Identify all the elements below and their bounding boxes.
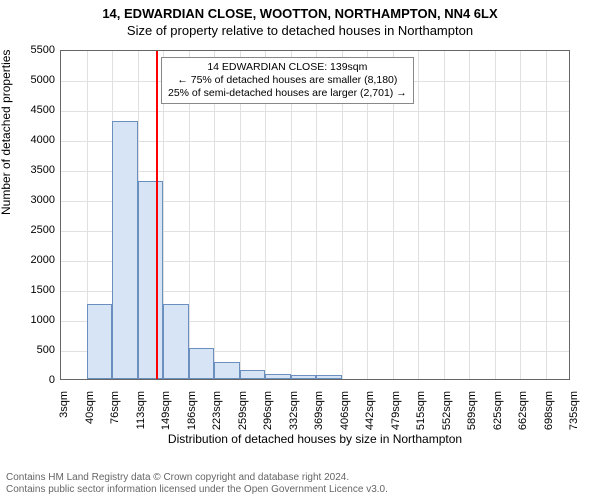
y-tick: 2500 xyxy=(0,224,55,236)
x-tick: 515sqm xyxy=(415,391,427,430)
x-tick: 662sqm xyxy=(517,391,529,430)
x-tick: 332sqm xyxy=(288,391,300,430)
histogram-bar xyxy=(265,374,291,379)
x-tick: 259sqm xyxy=(237,391,249,430)
x-tick: 735sqm xyxy=(568,391,580,430)
x-tick: 3sqm xyxy=(58,391,70,418)
y-tick: 3500 xyxy=(0,164,55,176)
x-tick: 698sqm xyxy=(543,391,555,430)
y-tick: 5500 xyxy=(0,44,55,56)
annotation-line: 25% of semi-detached houses are larger (… xyxy=(168,87,407,100)
plot-area: 14 EDWARDIAN CLOSE: 139sqm← 75% of detac… xyxy=(60,50,570,380)
y-tick: 3000 xyxy=(0,194,55,206)
reference-line xyxy=(156,51,158,379)
title-block: 14, EDWARDIAN CLOSE, WOOTTON, NORTHAMPTO… xyxy=(0,0,600,38)
x-tick: 149sqm xyxy=(160,391,172,430)
x-tick: 406sqm xyxy=(339,391,351,430)
histogram-bar xyxy=(291,375,317,379)
histogram-bar xyxy=(240,370,266,379)
x-tick: 296sqm xyxy=(262,391,274,430)
y-tick: 1500 xyxy=(0,284,55,296)
x-tick: 76sqm xyxy=(109,391,121,424)
annotation-line: ← 75% of detached houses are smaller (8,… xyxy=(168,74,407,87)
x-tick: 479sqm xyxy=(390,391,402,430)
y-tick: 2000 xyxy=(0,254,55,266)
histogram-bar xyxy=(214,362,240,379)
x-tick: 369sqm xyxy=(313,391,325,430)
x-tick: 589sqm xyxy=(466,391,478,430)
x-tick: 625sqm xyxy=(492,391,504,430)
y-tick: 0 xyxy=(0,374,55,386)
y-tick: 1000 xyxy=(0,314,55,326)
histogram-bar xyxy=(163,304,189,379)
x-tick: 186sqm xyxy=(186,391,198,430)
y-tick: 4500 xyxy=(0,104,55,116)
y-tick: 5000 xyxy=(0,74,55,86)
histogram-bar xyxy=(316,375,342,379)
x-tick: 442sqm xyxy=(364,391,376,430)
page-subtitle: Size of property relative to detached ho… xyxy=(0,23,600,38)
x-tick: 113sqm xyxy=(135,391,147,429)
page-title: 14, EDWARDIAN CLOSE, WOOTTON, NORTHAMPTO… xyxy=(0,6,600,21)
histogram-bar xyxy=(87,304,113,379)
x-tick: 40sqm xyxy=(84,391,96,424)
x-axis-label: Distribution of detached houses by size … xyxy=(60,432,570,446)
annotation-box: 14 EDWARDIAN CLOSE: 139sqm← 75% of detac… xyxy=(161,57,414,104)
annotation-line: 14 EDWARDIAN CLOSE: 139sqm xyxy=(168,61,407,74)
footer-attribution: Contains HM Land Registry data © Crown c… xyxy=(6,472,388,496)
y-tick: 4000 xyxy=(0,134,55,146)
histogram-bar xyxy=(189,348,215,379)
y-tick: 500 xyxy=(0,344,55,356)
x-tick: 223sqm xyxy=(211,391,223,430)
footer-line-2: Contains public sector information licen… xyxy=(6,484,388,496)
chart-container: Number of detached properties 14 EDWARDI… xyxy=(0,40,600,440)
x-tick: 552sqm xyxy=(441,391,453,430)
footer-line-1: Contains HM Land Registry data © Crown c… xyxy=(6,472,388,484)
histogram-bar xyxy=(138,181,164,379)
histogram-bar xyxy=(112,121,138,379)
